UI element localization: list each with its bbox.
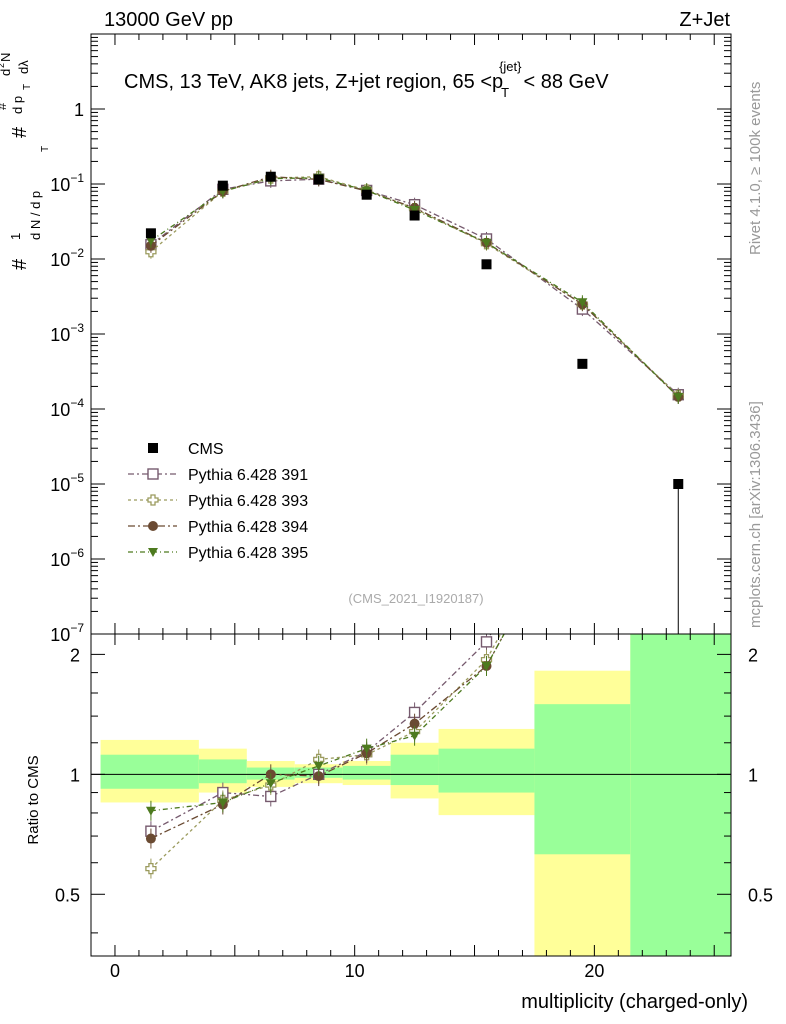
ratio-2-point-0 [145, 833, 156, 844]
title-sub: T [501, 85, 509, 100]
title-main: CMS, 13 TeV, AK8 jets, Z+jet region, 65 … [124, 71, 503, 93]
ratio-tick-label-right-1: 1 [748, 765, 758, 785]
legend-label-2: Pythia 6.428 394 [188, 519, 308, 536]
green-band-1 [198, 759, 247, 784]
ratio-2-point-3 [313, 771, 324, 782]
ratio-0-point-6 [480, 636, 493, 648]
energy-label: 13000 GeV pp [104, 9, 233, 31]
y-tick-label-7: 1 [74, 100, 84, 120]
ratio-plot-frame [90, 633, 732, 957]
legend-marker-1 [147, 494, 159, 506]
ratio-tick-label-right-2: 2 [748, 645, 758, 665]
series-ratio-3 [145, 634, 505, 821]
ratio-3-point-4 [361, 744, 372, 754]
x-axis-label: multiplicity (charged-only) [521, 991, 748, 1013]
green-band-5 [390, 754, 439, 786]
ratio-y-axis-label: Ratio to CMS [25, 755, 42, 844]
green-band-7 [534, 704, 631, 855]
ratio-3-point-1 [217, 798, 228, 808]
cms-point-5 [409, 210, 420, 221]
series-3-point-5 [409, 206, 420, 216]
x-tick-label-0: 0 [110, 961, 120, 981]
cms-data-series [145, 171, 684, 634]
ratio-3-point-6 [481, 662, 492, 672]
ratio-tick-label-right-0: 0.5 [748, 885, 773, 905]
legend-label-cms: CMS [188, 441, 224, 458]
y-tick-label-5: 10−2 [50, 246, 84, 270]
ratio-1-point-0 [145, 862, 157, 875]
ratio-tick-label-left-2: 2 [70, 645, 80, 665]
ratio-line-3 [150, 634, 505, 812]
y-tick-label-1: 10−6 [50, 546, 84, 570]
title-tail: < 88 GeV [524, 71, 610, 93]
y-tick-label-2: 10−5 [50, 471, 84, 495]
y-tick-label-4: 10−3 [50, 321, 84, 345]
green-band-8 [630, 634, 731, 956]
analysis-id: (CMS_2021_I1920187) [348, 591, 483, 606]
cms-point-3 [313, 174, 324, 185]
upper-y-axis-label: # 1 d N / d p T # # d p T d 2 N dλ [0, 47, 53, 270]
ratio-tick-label-left-1: 1 [70, 765, 80, 785]
series-3-point-7 [577, 298, 588, 308]
cms-point-1 [217, 180, 228, 191]
series-3-point-8 [673, 392, 684, 402]
series-upper-3 [145, 170, 684, 404]
cms-point-0 [145, 228, 156, 239]
ratio-3-point-2 [265, 779, 276, 789]
chart-title: CMS, 13 TeV, AK8 jets, Z+jet region, 65 … [124, 59, 609, 100]
legend-marker-3 [148, 548, 158, 557]
upper-plot-frame [90, 33, 732, 635]
ratio-line-2 [150, 634, 505, 840]
x-tick-label-1: 10 [345, 961, 365, 981]
ratio-2-point-5 [409, 718, 420, 729]
process-label: Z+Jet [679, 9, 730, 31]
series-3-point-0 [145, 236, 156, 246]
legend-label-3: Pythia 6.428 395 [188, 545, 308, 562]
legend-label-1: Pythia 6.428 393 [188, 493, 308, 510]
cms-point-2 [265, 171, 276, 182]
title-sup: {jet} [499, 59, 522, 74]
legend-label-0: Pythia 6.428 391 [188, 467, 308, 484]
legend-marker-0 [147, 468, 159, 480]
ratio-tick-label-left-0: 0.5 [55, 885, 80, 905]
legend: CMS Pythia 6.428 391 Pythia 6.428 393 Pythi… [128, 441, 308, 562]
green-band-6 [438, 748, 535, 793]
ratio-3-point-5 [409, 731, 420, 741]
mcplots-label: mcplots.cern.ch [arXiv:1306.3436] [747, 401, 764, 628]
x-tick-label-2: 20 [584, 961, 604, 981]
ratio-3-point-3 [313, 761, 324, 771]
ratio-uncertainty-bands [100, 634, 731, 956]
legend-marker-cms [148, 443, 158, 453]
rivet-label: Rivet 4.1.0, ≥ 100k events [747, 82, 764, 255]
cms-point-4 [361, 189, 372, 200]
green-band-4 [342, 765, 391, 780]
series-layer [145, 169, 684, 879]
y-tick-label-6: 10−1 [50, 171, 84, 195]
series-line-3 [150, 177, 679, 398]
cms-point-6 [481, 259, 492, 270]
legend-marker-2 [148, 521, 158, 531]
axis-ticks: 0 10 20 10−7 10−6 10−5 10−4 10−3 10−2 10−1 1 0.5 0.5… [50, 34, 773, 981]
y-tick-label-0: 10−7 [50, 621, 84, 645]
ratio-3-point-0 [145, 806, 156, 816]
y-tick-label-3: 10−4 [50, 396, 84, 420]
cms-point-7 [577, 358, 588, 369]
ratio-line-0 [150, 634, 492, 832]
green-band-0 [100, 754, 199, 789]
series-3-point-6 [481, 238, 492, 248]
